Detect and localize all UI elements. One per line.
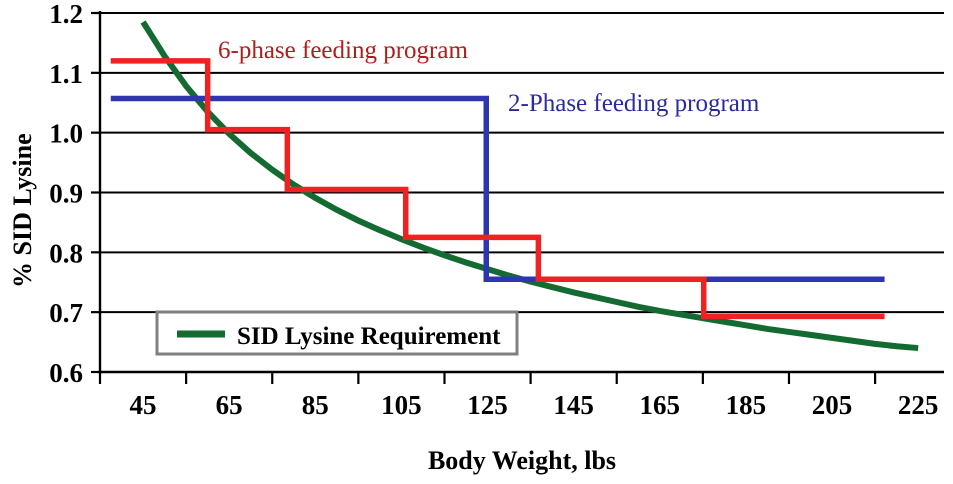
- y-tick-label: 0.8: [49, 238, 83, 268]
- x-axis-ticks: [98, 372, 877, 384]
- x-axis-title: Body Weight, lbs: [428, 446, 616, 475]
- x-tick-label: 205: [812, 390, 853, 420]
- y-tick-label: 1.0: [49, 119, 83, 149]
- x-axis-tick-labels: 45 65 85 105 125 145 165 185 205 225: [130, 390, 939, 420]
- y-tick-label: 0.7: [49, 298, 83, 328]
- x-tick-label: 105: [381, 390, 422, 420]
- annotation-2-phase-label: 2-Phase feeding program: [508, 90, 760, 117]
- y-tick-label: 0.6: [49, 358, 83, 388]
- y-tick-label: 1.1: [49, 59, 83, 89]
- y-axis-title: % SID Lysine: [8, 133, 37, 288]
- annotation-6-phase-label: 6-phase feeding program: [218, 37, 468, 64]
- x-tick-label: 85: [302, 390, 329, 420]
- x-tick-label: 145: [553, 390, 594, 420]
- x-tick-label: 125: [467, 390, 508, 420]
- y-axis-ticks: [91, 11, 100, 374]
- x-tick-label: 165: [640, 390, 681, 420]
- x-tick-label: 185: [726, 390, 767, 420]
- x-tick-label: 225: [898, 390, 939, 420]
- x-tick-label: 45: [130, 390, 157, 420]
- series-6-phase-feeding-program: [110, 58, 885, 320]
- legend-label-sid-lysine-requirement: SID Lysine Requirement: [237, 323, 501, 350]
- x-tick-label: 65: [216, 390, 243, 420]
- y-tick-label: 1.2: [49, 0, 83, 29]
- y-axis-tick-labels: 0.6 0.7 0.8 0.9 1.0 1.1 1.2: [49, 0, 83, 388]
- chart-legend: SID Lysine Requirement: [155, 310, 519, 356]
- y-tick-label: 0.9: [49, 179, 83, 209]
